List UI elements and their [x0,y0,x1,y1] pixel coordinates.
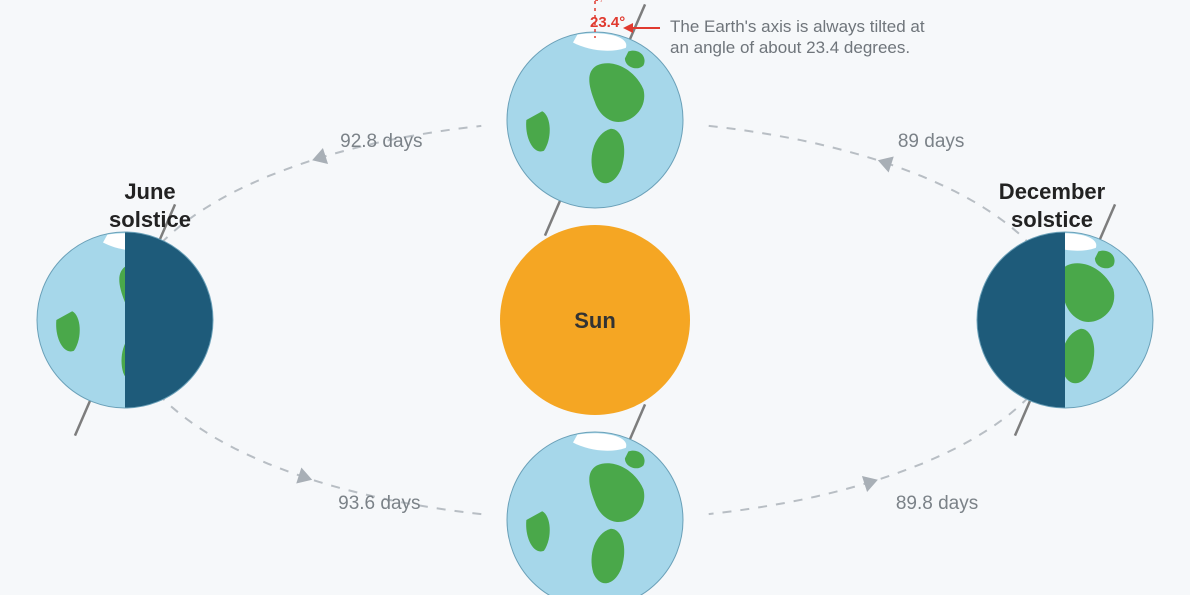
segment-days-label: 89 days [898,130,965,154]
orbit-arrow [875,152,893,172]
earth-right [977,204,1153,435]
tilt-angle-arc [595,0,602,1]
orbit-arrow [296,467,314,487]
segment-days-label: 93.6 days [338,492,420,516]
solstice-label: June solstice [109,178,191,233]
earth-top [507,4,683,235]
orbit-segment [139,368,481,514]
sun-label: Sun [574,308,616,333]
diagram-svg: Sun [0,0,1190,595]
orbit-arrow [862,472,880,492]
earth-left [37,204,213,435]
orbit-arrow [310,148,328,168]
earth-orbit-diagram: { "diagram": { "type": "infographic", "b… [0,0,1190,595]
earth-bottom [507,404,683,595]
tilt-note: The Earth's axis is always tilted at an … [670,16,925,59]
solstice-label: December solstice [999,178,1105,233]
segment-days-label: 89.8 days [896,492,978,516]
segment-days-label: 92.8 days [340,130,422,154]
orbit-segment [709,368,1051,514]
tilt-angle-label: 23.4° [590,14,625,33]
